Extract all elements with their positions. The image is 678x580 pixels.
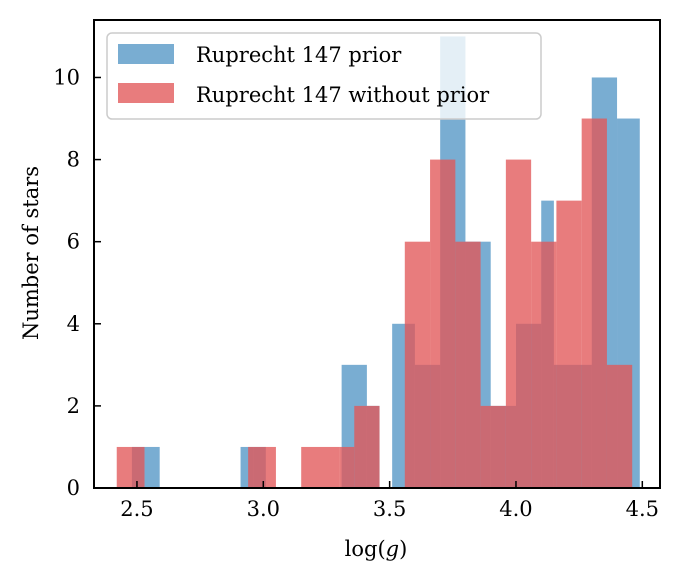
- bar-no-prior-12: [581, 118, 607, 489]
- y-tick-label-5: 10: [53, 65, 80, 89]
- x-tick-label-0: 2.5: [120, 497, 153, 521]
- plot-frame: [93, 19, 661, 489]
- legend: Ruprecht 147 prior Ruprecht 147 without …: [106, 32, 542, 120]
- y-tick-label-4: 8: [67, 148, 80, 172]
- y-tick-label-3: 6: [67, 230, 80, 254]
- no-prior-series-bars: [116, 118, 633, 489]
- bar-no-prior-11: [556, 200, 582, 488]
- bar-no-prior-5: [404, 241, 431, 488]
- legend-box: [106, 32, 542, 120]
- bar-no-prior-8: [480, 405, 506, 488]
- bar-no-prior-4: [354, 405, 380, 488]
- y-axis-label: Number of stars: [19, 166, 43, 340]
- x-tick-label-2: 3.5: [373, 497, 406, 521]
- x-tick-label-4: 4.5: [626, 497, 659, 521]
- x-tick-label-3: 4.0: [499, 497, 532, 521]
- x-tick-label-1: 3.0: [247, 497, 280, 521]
- bar-no-prior-10: [531, 241, 557, 488]
- bar-prior-1: [144, 446, 160, 488]
- legend-swatch-prior: [118, 44, 174, 64]
- x-axis-label: log(g): [345, 537, 408, 561]
- bar-no-prior-13: [606, 364, 633, 488]
- y-tick-label-0: 0: [67, 476, 80, 500]
- y-tick-label-2: 4: [67, 312, 80, 336]
- bar-no-prior-1: [248, 446, 276, 488]
- bar-no-prior-2: [301, 446, 340, 488]
- bar-no-prior-3: [339, 446, 355, 488]
- legend-swatch-no-prior: [118, 83, 174, 103]
- x-axis-label-g: g: [386, 537, 399, 561]
- bar-no-prior-9: [505, 159, 532, 488]
- bar-no-prior-7: [455, 241, 481, 488]
- bar-no-prior-6: [430, 159, 456, 488]
- legend-label-prior: Ruprecht 147 prior: [196, 43, 402, 67]
- legend-label-no-prior: Ruprecht 147 without prior: [196, 83, 490, 107]
- axis-ticks: 2.5 3.0 3.5 4.0 4.5 0 2 4 6 8 10: [53, 65, 659, 521]
- y-tick-label-1: 2: [67, 394, 80, 418]
- bar-no-prior-0: [116, 446, 145, 488]
